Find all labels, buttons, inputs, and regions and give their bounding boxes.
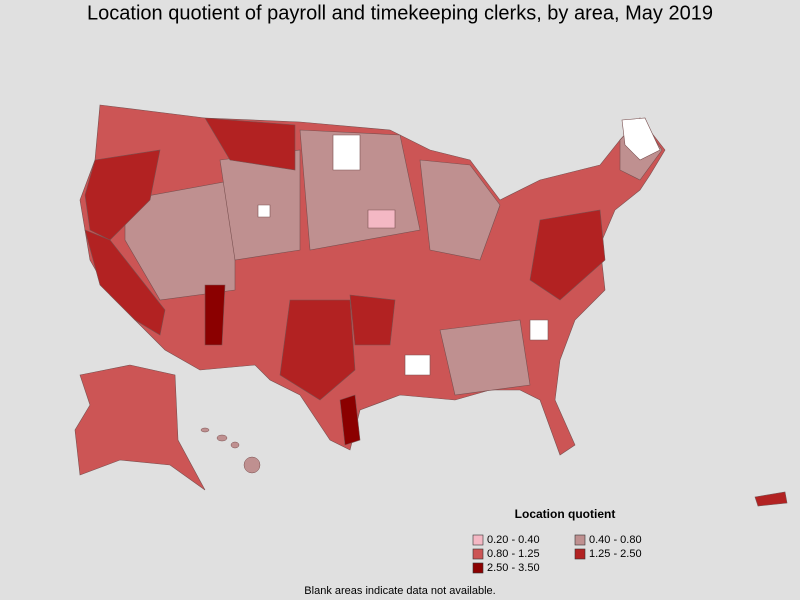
puerto-rico [754, 491, 788, 507]
texas-region [279, 299, 356, 401]
legend-swatch [574, 534, 586, 546]
legend-swatch [472, 534, 484, 546]
appalachian-region [529, 209, 606, 301]
iowa-area [367, 209, 396, 229]
blank-area [529, 319, 549, 341]
southeast-region [439, 319, 531, 396]
montana-region [204, 117, 296, 171]
hawaii [200, 427, 261, 474]
legend-label: 2.50 - 3.50 [487, 562, 540, 574]
map-title: Location quotient of payroll and timekee… [87, 2, 713, 24]
legend-swatch [472, 562, 484, 574]
great-basin-region [124, 179, 236, 301]
legend-title: Location quotient [515, 507, 616, 521]
legend-label: 0.20 - 0.40 [487, 534, 540, 546]
footnote: Blank areas indicate data not available. [304, 585, 495, 597]
alaska [74, 364, 206, 491]
oklahoma-region [349, 294, 396, 346]
gulf-region [339, 394, 361, 446]
island [230, 441, 240, 449]
blank-area [404, 354, 431, 376]
map [74, 104, 788, 507]
island [216, 434, 228, 442]
midwest-region [419, 159, 501, 261]
legend-swatch [472, 548, 484, 560]
california-region [84, 229, 166, 336]
legend-label: 1.25 - 2.50 [589, 548, 642, 560]
blank-area [257, 204, 271, 218]
legend-label: 0.80 - 1.25 [487, 548, 540, 560]
legend: Location quotient 0.20 - 0.40 0.40 - 0.80… [472, 507, 642, 574]
blank-area [332, 134, 361, 171]
legend-label: 0.40 - 0.80 [589, 534, 642, 546]
blank-area [621, 117, 661, 161]
legend-swatch [574, 548, 586, 560]
new-mexico-strip [204, 284, 226, 346]
island [200, 427, 210, 433]
island [243, 456, 261, 474]
